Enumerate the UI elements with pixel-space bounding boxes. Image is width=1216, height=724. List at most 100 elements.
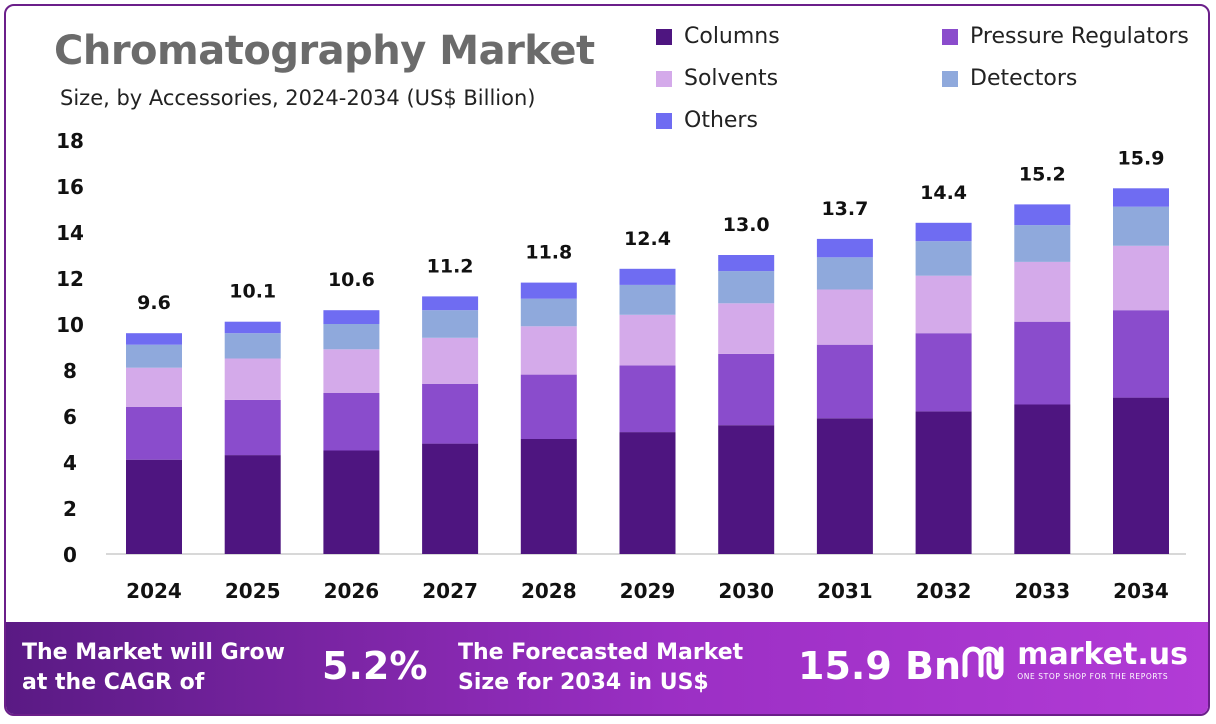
bar-segment-pressure-regulators <box>718 353 775 426</box>
x-tick-label: 2031 <box>817 579 873 603</box>
legend-item-others: Others <box>656 108 758 133</box>
bar-segment-pressure-regulators <box>323 393 380 451</box>
bar-segment-columns <box>224 455 281 554</box>
bar-segment-detectors <box>422 310 479 338</box>
bar-segment-others <box>816 238 873 258</box>
x-tick-label: 2032 <box>916 579 972 603</box>
bar-segment-pressure-regulators <box>422 383 479 444</box>
x-tick-label: 2026 <box>324 579 380 603</box>
bar-segment-solvents <box>422 337 479 384</box>
bar-segment-detectors <box>718 271 775 304</box>
bar-segment-columns <box>126 459 182 554</box>
legend-swatch-pressure-regulators <box>942 28 958 45</box>
x-tick-label: 2024 <box>126 579 182 603</box>
cagr-label-line2: at the CAGR of <box>22 670 205 695</box>
bar-segment-columns <box>1014 404 1071 554</box>
bar-total-label: 12.4 <box>624 228 671 250</box>
logo-tagline: ONE STOP SHOP FOR THE REPORTS <box>1017 672 1169 681</box>
bar-segment-detectors <box>323 324 380 350</box>
bar-segment-detectors <box>619 284 676 315</box>
bar-total-label: 15.2 <box>1019 163 1066 185</box>
bar-segment-columns <box>619 432 676 554</box>
bar-total-label: 9.6 <box>137 292 171 314</box>
x-tick-label: 2025 <box>225 579 281 603</box>
legend-label-others: Others <box>684 108 758 133</box>
x-tick-label: 2034 <box>1113 579 1169 603</box>
bar-segment-solvents <box>718 303 775 354</box>
bar-segment-columns <box>520 439 577 554</box>
bar-segment-detectors <box>224 333 281 359</box>
bar-segment-solvents <box>323 349 380 393</box>
bar-segment-others <box>915 222 972 242</box>
y-tick-label: 8 <box>63 359 77 383</box>
bar-segment-pressure-regulators <box>1113 310 1169 398</box>
bar-segment-pressure-regulators <box>520 374 577 439</box>
chart-legend: Columns Pressure Regulators Solvents Det… <box>656 24 1208 144</box>
bar-segment-others <box>1113 188 1169 207</box>
x-tick-label: 2033 <box>1014 579 1070 603</box>
bar-segment-others <box>224 321 281 334</box>
bar-segment-pressure-regulators <box>816 344 873 419</box>
legend-swatch-solvents <box>656 70 672 87</box>
y-tick-label: 10 <box>56 313 84 337</box>
legend-swatch-detectors <box>942 70 958 87</box>
bar-segment-others <box>422 296 479 311</box>
bar-segment-solvents <box>619 314 676 366</box>
bar-segment-others <box>520 282 577 299</box>
bar-segment-pressure-regulators <box>224 399 281 456</box>
bar-segment-detectors <box>126 344 182 368</box>
bar-total-label: 10.1 <box>229 281 276 303</box>
bar-segment-detectors <box>1014 225 1071 262</box>
forecast-label-line2: Size for 2034 in US$ <box>458 670 709 695</box>
bar-segment-others <box>323 310 380 324</box>
chart-subtitle: Size, by Accessories, 2024-2034 (US$ Bil… <box>60 86 536 110</box>
legend-label-columns: Columns <box>684 24 780 49</box>
legend-item-detectors: Detectors <box>942 66 1077 91</box>
bar-segment-pressure-regulators <box>1014 321 1071 405</box>
bar-segment-solvents <box>1113 245 1169 311</box>
bar-total-label: 10.6 <box>328 269 375 291</box>
y-tick-label: 18 <box>56 129 84 153</box>
bar-segment-others <box>718 255 775 272</box>
bar-segment-columns <box>718 425 775 554</box>
bar-segment-columns <box>816 418 873 554</box>
y-tick-label: 2 <box>63 497 77 521</box>
bar-total-label: 11.8 <box>525 242 572 264</box>
y-tick-label: 0 <box>63 543 77 567</box>
legend-label-solvents: Solvents <box>684 66 779 91</box>
bar-segment-columns <box>1113 397 1169 554</box>
bar-total-label: 13.7 <box>821 198 868 220</box>
bar-segment-others <box>1014 204 1071 226</box>
cagr-value: 5.2% <box>322 644 428 688</box>
cagr-label: The Market will Grow at the CAGR of <box>22 638 285 698</box>
stacked-bar-chart: 0 2 4 6 8 10 12 14 16 18 9.6 2024 10.1 2025 10.6 2026 11… <box>56 129 1186 603</box>
market-us-logo: market.us ONE STOP SHOP FOR THE REPORTS <box>961 640 1188 681</box>
cagr-label-line1: The Market will Grow <box>22 640 285 665</box>
forecast-value: 15.9 Bn <box>798 644 962 688</box>
bar-segment-solvents <box>1014 261 1071 322</box>
market-us-logo-icon <box>962 646 1004 679</box>
bar-segment-detectors <box>520 298 577 327</box>
legend-item-solvents: Solvents <box>656 66 778 91</box>
legend-swatch-others <box>656 112 672 129</box>
legend-item-columns: Columns <box>656 24 780 49</box>
bar-segment-solvents <box>520 326 577 375</box>
x-tick-label: 2030 <box>718 579 774 603</box>
y-tick-label: 16 <box>56 175 84 199</box>
bar-total-label: 15.9 <box>1118 147 1165 169</box>
bar-segment-detectors <box>1113 206 1169 246</box>
bar-segment-detectors <box>915 241 972 276</box>
bar-segment-solvents <box>224 358 281 400</box>
bar-segment-pressure-regulators <box>126 406 182 460</box>
legend-item-pressure-regulators: Pressure Regulators <box>942 24 1189 49</box>
legend-label-detectors: Detectors <box>970 66 1078 91</box>
y-tick-label: 4 <box>63 451 77 475</box>
bar-segment-detectors <box>816 257 873 290</box>
x-tick-label: 2027 <box>422 579 478 603</box>
bar-segment-columns <box>915 411 972 554</box>
forecast-label-line1: The Forecasted Market <box>458 640 744 665</box>
bar-segment-columns <box>422 443 479 554</box>
bar-total-label: 13.0 <box>723 214 770 236</box>
x-tick-label: 2028 <box>521 579 577 603</box>
bar-segment-pressure-regulators <box>915 333 972 412</box>
